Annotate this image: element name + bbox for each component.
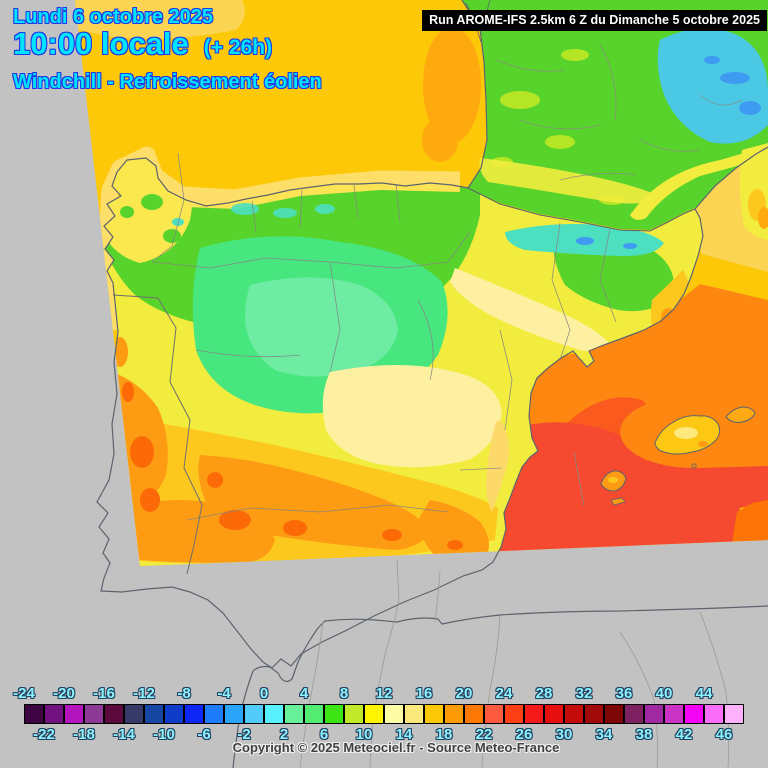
weather-map-page: Lundi 6 octobre 2025 10:00 locale (+ 26h… xyxy=(0,0,768,768)
windchill-map-image xyxy=(75,0,768,768)
